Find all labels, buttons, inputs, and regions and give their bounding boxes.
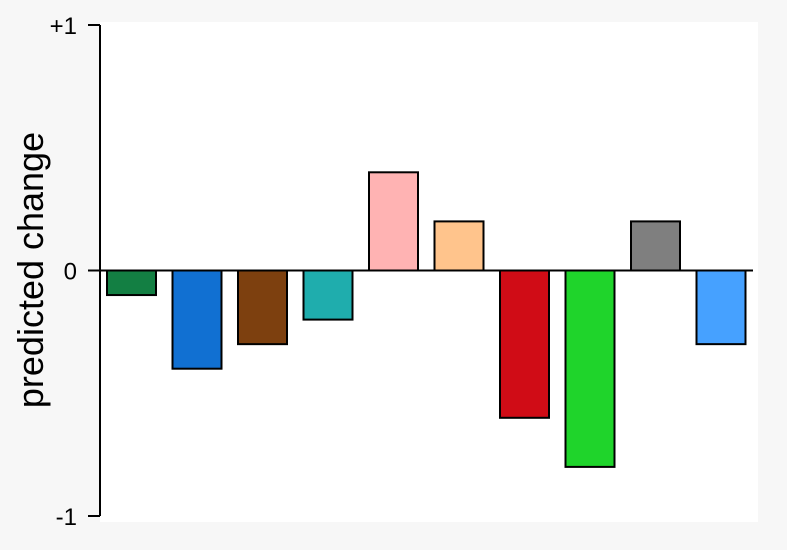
bar-1 xyxy=(106,269,157,297)
y-axis-title: predicted change xyxy=(10,132,51,408)
bar-5 xyxy=(368,171,419,272)
bar-10 xyxy=(695,269,747,346)
y-tick-label: 0 xyxy=(64,259,77,286)
y-tick-label: -1 xyxy=(56,504,77,531)
y-ticks-group: +1 0 -1 xyxy=(50,13,100,531)
bar-3 xyxy=(237,269,288,346)
bar-4 xyxy=(302,269,354,321)
y-tick-label: +1 xyxy=(50,13,77,40)
bar-9 xyxy=(630,220,681,272)
bars-group xyxy=(106,171,747,468)
bar-2 xyxy=(171,269,223,370)
bar-6 xyxy=(433,220,485,272)
bar-7 xyxy=(499,269,550,419)
bar-8 xyxy=(564,269,616,468)
